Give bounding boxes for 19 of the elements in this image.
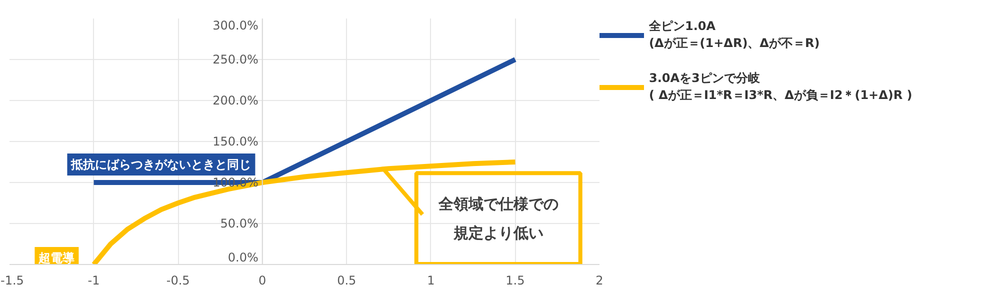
x-tick-label: 0.5 bbox=[337, 274, 356, 288]
x-tick-label: -1.5 bbox=[0, 274, 24, 288]
annotation: 抵抗にばらつきがないときと同じ bbox=[70, 157, 252, 172]
y-tick-label: 250.0% bbox=[212, 52, 258, 66]
x-tick-label: -1 bbox=[88, 274, 100, 288]
x-tick-label: 1 bbox=[427, 274, 435, 288]
annotation: 超電導 bbox=[38, 250, 76, 265]
x-tick-label: 0 bbox=[258, 274, 266, 288]
y-tick-label: 150.0% bbox=[212, 134, 258, 148]
x-tick-label: 2 bbox=[596, 274, 604, 288]
y-tick-label: 200.0% bbox=[212, 94, 258, 108]
legend-label: 全ピン1.0A (Δが正＝(1+ΔR)、Δが不＝R) bbox=[649, 18, 820, 52]
x-tick-label: 1.5 bbox=[506, 274, 525, 288]
legend-label: 3.0Aを3ピンで分岐 ( Δが正＝I1*R＝I3*R、Δが負＝I2＊(1+Δ)R ) bbox=[649, 70, 912, 104]
y-tick-label: 300.0% bbox=[212, 18, 258, 32]
y-tick-label: 50.0% bbox=[220, 216, 258, 230]
x-tick-label: -0.5 bbox=[166, 274, 190, 288]
annotation: 全領域で仕様での規定より低い bbox=[437, 195, 558, 242]
y-tick-label: 0.0% bbox=[228, 250, 258, 264]
